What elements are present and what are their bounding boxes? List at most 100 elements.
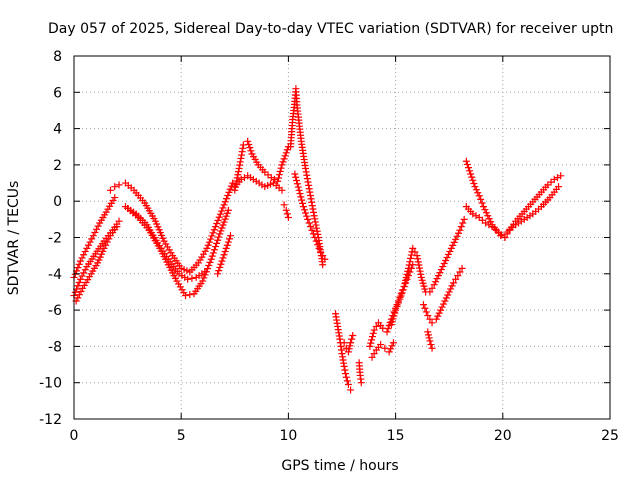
- series-arc-12: [287, 85, 327, 269]
- data-point: [314, 241, 322, 249]
- data-point: [312, 237, 320, 245]
- data-point: [439, 263, 447, 271]
- data-point: [111, 194, 119, 202]
- series-arc-10: [231, 172, 286, 194]
- data-point: [89, 232, 97, 240]
- data-point: [227, 232, 235, 240]
- data-point: [295, 186, 303, 194]
- data-point: [434, 312, 442, 320]
- data-point: [344, 348, 352, 356]
- data-point: [501, 234, 509, 241]
- data-point: [222, 244, 230, 252]
- data-point: [115, 181, 123, 189]
- data-point: [308, 202, 316, 210]
- data-point: [80, 251, 88, 259]
- data-point: [484, 212, 492, 220]
- data-point: [209, 249, 217, 257]
- data-point: [340, 339, 348, 347]
- data-point: [246, 144, 254, 152]
- data-point: [368, 353, 376, 361]
- data-point: [213, 239, 221, 247]
- y-axis-label: SDTVAR / TECUs: [6, 181, 22, 296]
- data-point: [270, 175, 278, 183]
- data-point: [206, 258, 214, 266]
- data-point: [485, 215, 493, 223]
- data-point: [309, 230, 317, 238]
- data-point: [471, 183, 479, 191]
- data-point: [81, 248, 89, 256]
- data-point: [305, 219, 313, 227]
- data-point: [478, 199, 486, 207]
- data-point: [428, 344, 436, 352]
- data-point: [403, 270, 411, 278]
- data-point: [300, 206, 308, 214]
- data-point: [342, 373, 350, 381]
- data-point: [91, 229, 99, 237]
- data-point: [303, 175, 311, 183]
- data-point: [305, 185, 313, 193]
- data-point: [236, 158, 244, 166]
- data-point: [448, 282, 456, 290]
- data-point: [199, 277, 207, 285]
- y-tick-label: 2: [53, 158, 62, 174]
- y-tick-label: -4: [48, 267, 62, 283]
- data-point: [247, 147, 255, 155]
- data-point: [398, 289, 406, 297]
- y-tick-label: 6: [53, 85, 62, 101]
- data-point: [416, 267, 424, 275]
- data-point: [413, 252, 421, 260]
- data-point: [452, 235, 460, 243]
- data-point: [296, 190, 304, 198]
- series-arc-23: [462, 203, 509, 241]
- data-point: [282, 206, 290, 214]
- data-point: [397, 292, 405, 300]
- data-point: [424, 312, 432, 320]
- data-point: [238, 151, 246, 159]
- data-point: [459, 219, 467, 227]
- data-point: [472, 186, 480, 194]
- data-point: [434, 272, 442, 280]
- data-point: [223, 209, 231, 217]
- data-point: [432, 315, 440, 323]
- data-point: [245, 140, 253, 148]
- data-point: [86, 238, 94, 246]
- data-point: [283, 210, 291, 218]
- data-point: [553, 174, 561, 182]
- data-point: [212, 223, 220, 231]
- data-point: [409, 244, 417, 252]
- data-point: [482, 209, 490, 217]
- data-point: [342, 370, 350, 378]
- series-arc-03: [72, 223, 121, 305]
- data-point: [438, 303, 446, 311]
- data-point: [214, 236, 222, 244]
- data-point: [311, 215, 319, 223]
- data-point: [278, 161, 286, 169]
- data-point: [84, 241, 92, 249]
- y-tick-label: -2: [48, 231, 62, 247]
- data-point: [75, 260, 83, 268]
- data-point: [282, 149, 290, 157]
- data-point: [217, 227, 225, 235]
- series-arc-08: [214, 232, 235, 278]
- data-point: [462, 157, 470, 165]
- data-point: [216, 210, 224, 218]
- data-point: [427, 341, 435, 349]
- data-point: [220, 251, 228, 259]
- data-point: [407, 251, 415, 259]
- data-point: [310, 208, 318, 216]
- data-point: [415, 264, 423, 272]
- data-point: [277, 164, 285, 172]
- data-point: [81, 266, 89, 274]
- data-point: [221, 215, 229, 223]
- data-point: [411, 248, 419, 256]
- data-point: [304, 215, 312, 223]
- data-point: [208, 232, 216, 240]
- data-point: [424, 331, 432, 339]
- data-point: [470, 180, 478, 188]
- data-point: [71, 288, 79, 296]
- data-point: [372, 322, 380, 330]
- data-point: [234, 168, 242, 176]
- data-point: [279, 158, 287, 166]
- data-point: [212, 243, 220, 251]
- data-point: [215, 233, 223, 241]
